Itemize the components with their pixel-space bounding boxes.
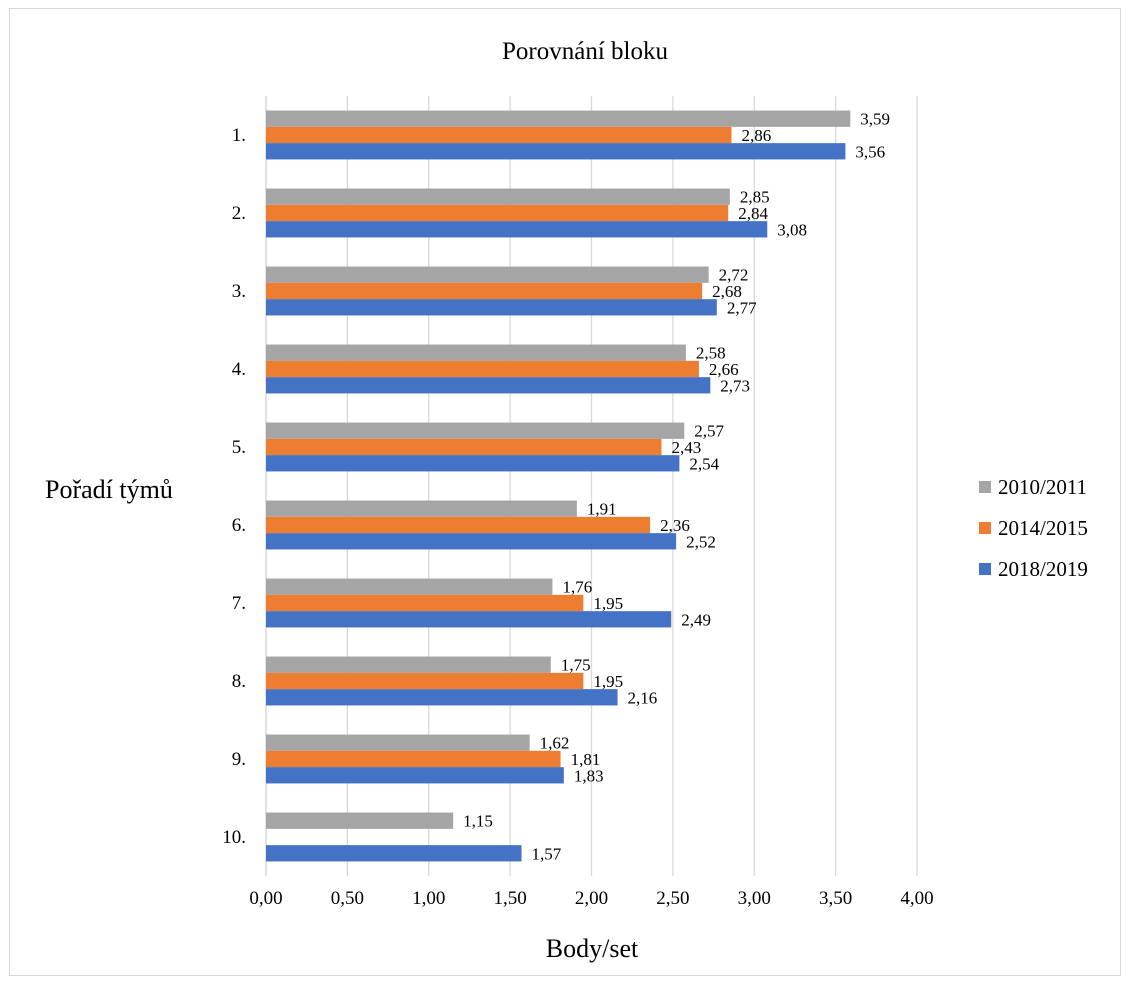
- data-label: 2,52: [686, 532, 716, 551]
- bar: [266, 282, 703, 300]
- category-label: 7.: [232, 593, 246, 614]
- bar: [266, 377, 711, 394]
- data-label: 2,86: [741, 126, 771, 145]
- x-axis-title: Body/set: [546, 934, 639, 963]
- bar: [266, 344, 686, 361]
- x-tick-label: 4,00: [900, 888, 933, 909]
- x-tick-label: 2,00: [575, 888, 608, 909]
- data-label: 3,59: [860, 110, 890, 129]
- legend-label: 2010/2011: [998, 475, 1087, 499]
- category-label: 10.: [222, 827, 246, 848]
- bar: [266, 611, 672, 628]
- legend-swatch: [979, 522, 991, 534]
- data-label: 2,68: [712, 282, 742, 301]
- bar: [266, 516, 651, 534]
- data-label: 2,54: [689, 454, 719, 473]
- bar: [266, 360, 699, 378]
- x-tick-label: 3,00: [738, 888, 771, 909]
- bar: [266, 438, 662, 456]
- bar: [266, 266, 709, 283]
- bar: [266, 455, 680, 472]
- data-label: 2,72: [719, 266, 749, 285]
- bar: [266, 500, 577, 517]
- category-label: 4.: [232, 359, 246, 380]
- x-tick-labels: 0,00 0,50 1,00 1,50 2,00 2,50 3,00 3,50 4,00: [249, 888, 933, 909]
- bar: [266, 110, 851, 127]
- data-label: 1,62: [540, 734, 570, 753]
- category-label: 9.: [232, 749, 246, 770]
- legend-swatch: [979, 563, 991, 575]
- data-label: 2,57: [694, 422, 724, 441]
- bar: [266, 767, 564, 784]
- data-label: 2,16: [628, 688, 658, 707]
- bar: [266, 689, 618, 706]
- data-label: 2,36: [660, 516, 690, 535]
- category-label: 5.: [232, 437, 246, 458]
- x-tick-label: 1,50: [494, 888, 527, 909]
- data-label: 3,08: [777, 220, 807, 239]
- x-tick-label: 0,50: [331, 888, 364, 909]
- data-label: 2,85: [740, 188, 770, 207]
- bar: [266, 672, 584, 690]
- bar: [266, 594, 584, 612]
- data-label: 1,95: [593, 594, 623, 613]
- x-tick-label: 3,50: [819, 888, 852, 909]
- data-labels: 3,59 2,86 3,56 2,852,84 3,08 2,722,682,77 2,58…: [463, 110, 890, 864]
- legend-swatch: [979, 481, 991, 493]
- data-label: 3,56: [855, 142, 885, 161]
- x-tick-label: 2,50: [656, 888, 689, 909]
- bars: [266, 110, 851, 862]
- bar: [266, 143, 846, 160]
- category-label: 1.: [232, 125, 246, 146]
- bar: [266, 750, 561, 768]
- data-label: 2,84: [738, 204, 768, 223]
- category-label: 3.: [232, 281, 246, 302]
- bar: [266, 422, 685, 439]
- data-label: 2,58: [696, 344, 726, 363]
- data-label: 1,91: [587, 500, 617, 519]
- bar: [266, 188, 730, 205]
- category-labels: 1. 2. 3. 4. 5. 6. 7. 8. 9. 10.: [222, 125, 246, 848]
- data-label: 1,75: [561, 656, 591, 675]
- data-label: 1,83: [574, 766, 604, 785]
- legend: 2010/2011 2014/2015 2018/2019: [979, 475, 1088, 581]
- data-label: 1,76: [562, 578, 592, 597]
- data-label: 2,77: [727, 298, 757, 317]
- category-label: 8.: [232, 671, 246, 692]
- legend-label: 2018/2019: [998, 557, 1088, 581]
- legend-label: 2014/2015: [998, 516, 1088, 540]
- bar: [266, 299, 717, 316]
- bar: [266, 734, 530, 751]
- data-label: 2,73: [720, 376, 750, 395]
- bar: [266, 812, 454, 829]
- data-label: 2,43: [671, 438, 701, 457]
- x-tick-label: 1,00: [412, 888, 445, 909]
- category-label: 6.: [232, 515, 246, 536]
- data-label: 1,57: [532, 844, 562, 863]
- x-tick-label: 0,00: [249, 888, 282, 909]
- bar: [266, 656, 551, 673]
- bar: [266, 221, 768, 238]
- data-label: 1,95: [593, 672, 623, 691]
- bar: [266, 126, 732, 144]
- data-label: 2,66: [709, 360, 739, 379]
- data-label: 1,81: [571, 750, 601, 769]
- data-label: 1,15: [463, 812, 493, 831]
- chart-frame: [9, 8, 1121, 976]
- bar: [266, 578, 553, 595]
- bar: [266, 533, 677, 550]
- y-axis-title: Pořadí týmů: [45, 475, 173, 504]
- bar: [266, 204, 729, 222]
- category-label: 2.: [232, 203, 246, 224]
- data-label: 2,49: [681, 610, 711, 629]
- chart-title: Porovnání bloku: [502, 38, 668, 65]
- bar: [266, 845, 522, 862]
